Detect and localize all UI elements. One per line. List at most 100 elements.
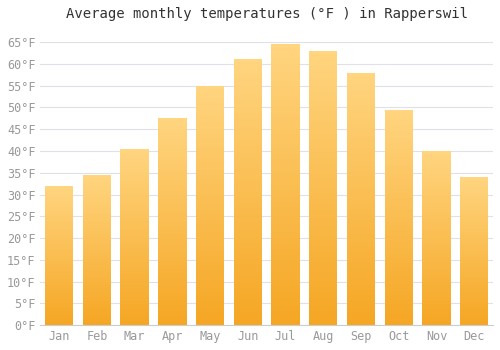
Bar (196, 181, 224, 184)
Bar (234, 102, 262, 105)
Bar (83, 304, 111, 306)
Bar (158, 261, 186, 263)
Bar (196, 160, 224, 162)
Bar (347, 242, 375, 244)
Bar (45, 239, 74, 240)
Bar (83, 211, 111, 212)
Bar (309, 73, 338, 76)
Bar (309, 97, 338, 100)
Bar (384, 209, 413, 211)
Bar (460, 318, 488, 319)
Bar (309, 106, 338, 108)
Bar (158, 164, 186, 166)
Bar (309, 130, 338, 133)
Bar (196, 212, 224, 215)
Bar (272, 227, 299, 230)
Bar (309, 276, 338, 279)
Bar (83, 310, 111, 312)
Bar (158, 269, 186, 271)
Bar (309, 303, 338, 306)
Bar (120, 278, 149, 279)
Bar (347, 237, 375, 239)
Bar (83, 209, 111, 211)
Bar (83, 298, 111, 300)
Bar (45, 274, 74, 275)
Bar (347, 171, 375, 174)
Bar (45, 236, 74, 237)
Bar (272, 185, 299, 188)
Bar (347, 310, 375, 313)
Bar (120, 285, 149, 286)
Bar (234, 312, 262, 315)
Bar (234, 245, 262, 248)
Bar (45, 215, 74, 217)
Bar (309, 141, 338, 144)
Bar (158, 216, 186, 218)
Bar (45, 251, 74, 253)
Bar (422, 257, 450, 259)
Bar (196, 98, 224, 100)
Bar (347, 227, 375, 229)
Bar (347, 222, 375, 224)
Bar (347, 126, 375, 128)
Bar (196, 225, 224, 227)
Bar (158, 319, 186, 321)
Bar (422, 280, 450, 282)
Bar (120, 166, 149, 168)
Bar (460, 316, 488, 318)
Bar (196, 153, 224, 155)
Bar (384, 133, 413, 135)
Bar (309, 322, 338, 325)
Bar (272, 232, 299, 235)
Bar (158, 284, 186, 286)
Bar (347, 120, 375, 123)
Bar (384, 178, 413, 181)
Bar (45, 321, 74, 322)
Bar (309, 169, 338, 172)
Bar (422, 275, 450, 276)
Bar (384, 161, 413, 163)
Bar (422, 188, 450, 189)
Bar (384, 159, 413, 161)
Bar (460, 256, 488, 257)
Bar (460, 205, 488, 207)
Bar (422, 222, 450, 224)
Bar (422, 241, 450, 243)
Bar (460, 239, 488, 241)
Bar (158, 271, 186, 273)
Bar (234, 315, 262, 317)
Bar (158, 275, 186, 278)
Bar (234, 73, 262, 76)
Bar (83, 289, 111, 290)
Bar (196, 131, 224, 134)
Bar (347, 156, 375, 159)
Bar (45, 271, 74, 272)
Bar (422, 323, 450, 325)
Bar (196, 313, 224, 316)
Bar (45, 315, 74, 317)
Bar (460, 233, 488, 235)
Bar (120, 279, 149, 281)
Bar (460, 260, 488, 261)
Bar (272, 123, 299, 126)
Bar (422, 161, 450, 163)
Bar (234, 150, 262, 153)
Bar (234, 121, 262, 123)
Bar (309, 320, 338, 322)
Bar (309, 64, 338, 67)
Bar (158, 174, 186, 176)
Bar (45, 281, 74, 282)
Bar (45, 284, 74, 285)
Bar (460, 228, 488, 229)
Bar (460, 248, 488, 250)
Bar (158, 259, 186, 261)
Bar (83, 208, 111, 210)
Bar (196, 141, 224, 143)
Bar (158, 153, 186, 155)
Bar (384, 260, 413, 263)
Bar (158, 207, 186, 209)
Bar (384, 150, 413, 153)
Bar (272, 193, 299, 196)
Bar (196, 251, 224, 253)
Bar (158, 236, 186, 238)
